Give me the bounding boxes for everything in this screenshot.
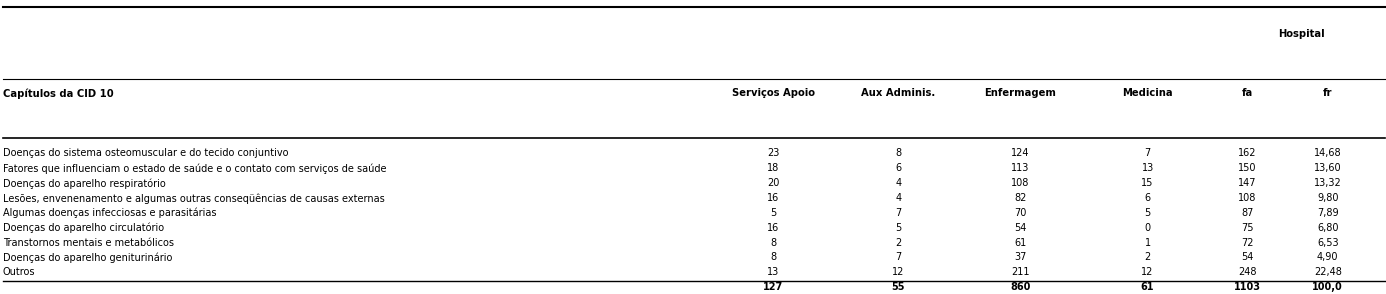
Text: Serviços Apoio: Serviços Apoio <box>732 88 815 98</box>
Text: 6,80: 6,80 <box>1317 223 1339 233</box>
Text: 162: 162 <box>1238 148 1257 158</box>
Text: 82: 82 <box>1015 193 1026 203</box>
Text: Lesões, envenenamento e algumas outras conseqüências de causas externas: Lesões, envenenamento e algumas outras c… <box>3 193 384 203</box>
Text: 5: 5 <box>771 208 776 218</box>
Text: 16: 16 <box>768 193 779 203</box>
Text: 2: 2 <box>895 238 901 248</box>
Text: 6: 6 <box>895 163 901 173</box>
Text: 13,60: 13,60 <box>1314 163 1342 173</box>
Text: 54: 54 <box>1242 252 1253 263</box>
Text: 108: 108 <box>1238 193 1257 203</box>
Text: 4,90: 4,90 <box>1317 252 1339 263</box>
Text: 211: 211 <box>1010 267 1030 277</box>
Text: 61: 61 <box>1015 238 1026 248</box>
Text: 87: 87 <box>1242 208 1253 218</box>
Text: 6: 6 <box>1145 193 1150 203</box>
Text: 0: 0 <box>1145 223 1150 233</box>
Text: 8: 8 <box>771 238 776 248</box>
Text: 15: 15 <box>1142 178 1153 188</box>
Text: 150: 150 <box>1238 163 1257 173</box>
Text: 20: 20 <box>768 178 779 188</box>
Text: 16: 16 <box>768 223 779 233</box>
Text: 248: 248 <box>1238 267 1257 277</box>
Text: 72: 72 <box>1240 238 1254 248</box>
Text: Doenças do sistema osteomuscular e do tecido conjuntivo: Doenças do sistema osteomuscular e do te… <box>3 148 288 158</box>
Text: Transtornos mentais e metabólicos: Transtornos mentais e metabólicos <box>3 238 173 248</box>
Text: 5: 5 <box>895 223 901 233</box>
Text: 860: 860 <box>1010 282 1030 292</box>
Text: 7,89: 7,89 <box>1317 208 1339 218</box>
Text: 18: 18 <box>768 163 779 173</box>
Text: 147: 147 <box>1238 178 1257 188</box>
Text: 1103: 1103 <box>1234 282 1261 292</box>
Text: 75: 75 <box>1240 223 1254 233</box>
Text: Fatores que influenciam o estado de saúde e o contato com serviços de saúde: Fatores que influenciam o estado de saúd… <box>3 163 387 174</box>
Text: 2: 2 <box>1145 252 1150 263</box>
Text: 4: 4 <box>895 178 901 188</box>
Text: Doenças do aparelho geniturinário: Doenças do aparelho geniturinário <box>3 252 172 263</box>
Text: 7: 7 <box>895 252 901 263</box>
Text: Hospital: Hospital <box>1278 29 1325 39</box>
Text: 4: 4 <box>895 193 901 203</box>
Text: Algumas doenças infecciosas e parasitárias: Algumas doenças infecciosas e parasitári… <box>3 208 216 218</box>
Text: 12: 12 <box>893 267 904 277</box>
Text: 8: 8 <box>771 252 776 263</box>
Text: 14,68: 14,68 <box>1314 148 1342 158</box>
Text: Outros: Outros <box>3 267 35 277</box>
Text: 8: 8 <box>895 148 901 158</box>
Text: 127: 127 <box>764 282 783 292</box>
Text: 100,0: 100,0 <box>1313 282 1343 292</box>
Text: 55: 55 <box>891 282 905 292</box>
Text: 6,53: 6,53 <box>1317 238 1339 248</box>
Text: 61: 61 <box>1141 282 1155 292</box>
Text: 113: 113 <box>1010 163 1030 173</box>
Text: 22,48: 22,48 <box>1314 267 1342 277</box>
Text: 70: 70 <box>1015 208 1026 218</box>
Text: 12: 12 <box>1142 267 1153 277</box>
Text: 9,80: 9,80 <box>1317 193 1339 203</box>
Text: 54: 54 <box>1015 223 1026 233</box>
Text: fr: fr <box>1324 88 1332 98</box>
Text: 13: 13 <box>1142 163 1153 173</box>
Text: 5: 5 <box>1145 208 1150 218</box>
Text: 13: 13 <box>768 267 779 277</box>
Text: 1: 1 <box>1145 238 1150 248</box>
Text: 108: 108 <box>1010 178 1030 188</box>
Text: 37: 37 <box>1015 252 1026 263</box>
Text: 23: 23 <box>768 148 779 158</box>
Text: fa: fa <box>1242 88 1253 98</box>
Text: 13,32: 13,32 <box>1314 178 1342 188</box>
Text: Doenças do aparelho circulatório: Doenças do aparelho circulatório <box>3 223 164 233</box>
Text: Enfermagem: Enfermagem <box>984 88 1056 98</box>
Text: 124: 124 <box>1010 148 1030 158</box>
Text: Aux Adminis.: Aux Adminis. <box>861 88 936 98</box>
Text: Doenças do aparelho respiratório: Doenças do aparelho respiratório <box>3 178 165 189</box>
Text: Medicina: Medicina <box>1123 88 1173 98</box>
Text: Capítulos da CID 10: Capítulos da CID 10 <box>3 88 114 99</box>
Text: 7: 7 <box>1145 148 1150 158</box>
Text: 7: 7 <box>895 208 901 218</box>
